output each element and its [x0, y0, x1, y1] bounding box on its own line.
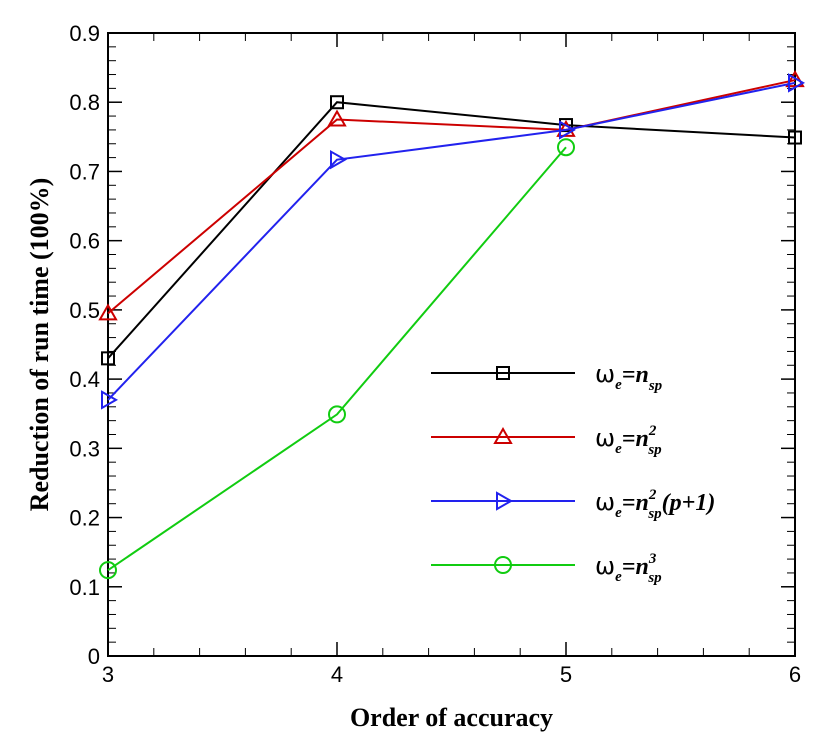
- legend-entry: ωe=n2 sp(p+1): [431, 487, 715, 522]
- y-tick-label: 0.7: [69, 159, 100, 184]
- x-tick-label: 5: [560, 662, 572, 687]
- x-tick-label: 4: [331, 662, 343, 687]
- series-line: [107, 146, 567, 571]
- data-point: [99, 561, 117, 580]
- series-line: [107, 81, 796, 401]
- legend-entry: ωe=nsp: [431, 360, 663, 394]
- major-ticks: [107, 32, 796, 657]
- data-point: [330, 95, 344, 110]
- series-line: [107, 79, 796, 315]
- legend-label: ωe=n3 sp: [595, 551, 662, 586]
- legend-entry: ωe=n3 sp: [431, 551, 662, 586]
- y-axis-title: Reduction of run time (100%): [25, 178, 54, 512]
- data-point: [101, 390, 119, 410]
- data-point: [557, 138, 575, 157]
- x-tick-label: 3: [102, 662, 114, 687]
- legend-label: ωe=nsp: [595, 360, 663, 394]
- data-point: [101, 351, 115, 366]
- series-3: [101, 73, 806, 410]
- data-point: [98, 303, 118, 321]
- legend-marker: [493, 426, 513, 444]
- series-1: [101, 95, 802, 366]
- legend-marker: [494, 556, 512, 574]
- y-tick-label: 0.8: [69, 90, 100, 115]
- legend-marker: [496, 366, 510, 380]
- data-point: [559, 120, 577, 140]
- minor-ticks: [108, 33, 795, 656]
- plot-frame: [107, 32, 796, 657]
- y-tick-label: 0.5: [69, 298, 100, 323]
- data-point: [785, 70, 805, 88]
- data-point: [327, 109, 347, 127]
- y-tick-label: 0.4: [69, 367, 100, 392]
- y-tick-label: 0.3: [69, 436, 100, 461]
- tick-labels: 3 4 5 6 0 0.1 0.2 0.3 0.4 0.5 0.6 0.7 0.8 0.9: [69, 21, 801, 687]
- legend: ωe=nsp ωe=n2 sp ωe=n2 sp(p+1) ωe=n3 sp: [431, 360, 715, 586]
- y-tick-label: 0.1: [69, 575, 100, 600]
- legend-label: ωe=n2 sp(p+1): [595, 487, 715, 522]
- data-point: [788, 73, 806, 93]
- data-point: [788, 130, 802, 145]
- x-axis-title: Order of accuracy: [350, 703, 553, 732]
- y-tick-label: 0: [88, 644, 100, 669]
- legend-entry: ωe=n2 sp: [431, 423, 662, 458]
- y-tick-label: 0.9: [69, 21, 100, 46]
- series-line: [107, 101, 796, 360]
- data-point: [328, 405, 346, 424]
- y-tick-label: 0.6: [69, 229, 100, 254]
- data-point: [330, 149, 348, 170]
- y-tick-label: 0.2: [69, 506, 100, 531]
- series-layer: [98, 70, 806, 580]
- legend-marker: [496, 491, 514, 511]
- series-4: [99, 138, 575, 580]
- series-2: [98, 70, 805, 321]
- legend-label: ωe=n2 sp: [595, 423, 662, 458]
- x-tick-label: 6: [789, 662, 801, 687]
